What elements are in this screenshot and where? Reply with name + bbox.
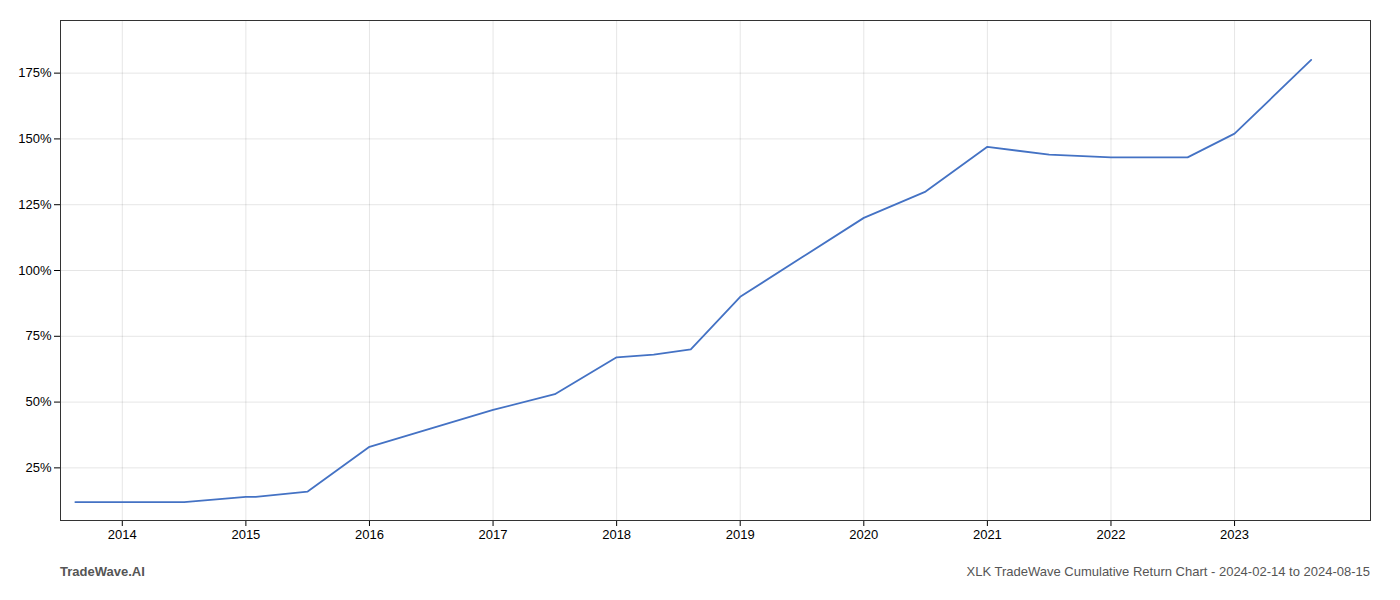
svg-text:2014: 2014 (108, 527, 137, 542)
html-text:XLK TradeWave Cumulative Retur: XLK TradeWave Cumulative Return Chart - … (966, 564, 1370, 579)
svg-text:2020: 2020 (849, 527, 878, 542)
svg-text:2017: 2017 (479, 527, 508, 542)
svg-text:25%: 25% (25, 460, 51, 475)
svg-text:50%: 50% (25, 394, 51, 409)
svg-text:2015: 2015 (231, 527, 260, 542)
svg-text:2016: 2016 (355, 527, 384, 542)
svg-text:2023: 2023 (1220, 527, 1249, 542)
svg-text:2019: 2019 (726, 527, 755, 542)
svg-text:75%: 75% (25, 328, 51, 343)
html-text:TradeWave.AI: TradeWave.AI (60, 564, 145, 579)
svg-text:125%: 125% (18, 197, 52, 212)
svg-text:150%: 150% (18, 131, 52, 146)
svg-text:100%: 100% (18, 263, 52, 278)
svg-text:2022: 2022 (1097, 527, 1126, 542)
svg-text:2018: 2018 (602, 527, 631, 542)
svg-text:175%: 175% (18, 65, 52, 80)
svg-text:2021: 2021 (973, 527, 1002, 542)
